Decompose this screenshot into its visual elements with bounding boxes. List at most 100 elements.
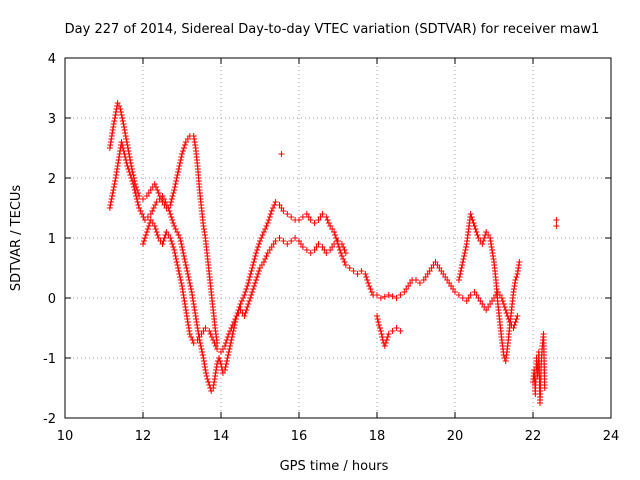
data-point — [362, 271, 369, 277]
data-point — [118, 109, 125, 115]
data-point — [462, 247, 469, 253]
x-tick-label: 14 — [213, 429, 230, 444]
data-point — [379, 334, 386, 340]
data-point — [251, 283, 258, 289]
data-point — [262, 226, 269, 232]
data-point — [501, 304, 508, 310]
x-tick-label: 12 — [135, 429, 152, 444]
data-point — [375, 319, 382, 325]
data-point — [377, 295, 384, 301]
data-point — [112, 112, 119, 118]
data-point — [223, 358, 230, 364]
data-point — [389, 328, 396, 334]
data-point — [241, 313, 248, 319]
data-point — [341, 247, 348, 253]
data-point — [315, 241, 322, 247]
data-point — [199, 349, 206, 355]
data-point — [119, 142, 126, 148]
data-point — [143, 229, 150, 235]
data-point — [171, 184, 178, 190]
data-point — [341, 259, 348, 265]
data-point — [167, 235, 174, 241]
data-point — [350, 268, 357, 274]
data-point — [144, 226, 151, 232]
data-point — [137, 208, 144, 214]
data-point — [160, 238, 167, 244]
data-point — [247, 295, 254, 301]
data-point — [260, 229, 267, 235]
data-point — [296, 217, 302, 223]
data-point — [110, 121, 117, 127]
data-point — [332, 232, 339, 238]
data-point — [254, 247, 261, 253]
data-point — [340, 244, 347, 250]
data-point — [255, 244, 262, 250]
data-point — [174, 172, 181, 178]
x-axis-label: GPS time / hours — [280, 459, 389, 474]
data-point — [254, 274, 261, 280]
data-point — [252, 253, 259, 259]
data-point — [385, 292, 392, 298]
data-point — [133, 196, 140, 202]
data-point — [319, 211, 326, 217]
data-point — [121, 124, 128, 130]
data-point — [243, 307, 250, 313]
data-point — [202, 325, 209, 331]
data-point — [331, 241, 338, 247]
data-point — [452, 289, 458, 295]
data-point — [299, 214, 306, 220]
data-point — [338, 253, 345, 259]
data-point — [340, 256, 347, 262]
data-point — [324, 217, 331, 223]
data-point — [455, 292, 462, 298]
data-point — [389, 293, 396, 300]
data-point — [119, 118, 126, 124]
data-point — [154, 187, 161, 193]
data-point — [120, 121, 127, 127]
data-point — [204, 376, 211, 382]
data-point — [123, 139, 130, 145]
data-point — [180, 250, 187, 256]
data-point — [124, 142, 131, 148]
data-point — [172, 226, 179, 232]
data-point — [471, 223, 478, 229]
data-point — [323, 250, 330, 256]
data-point — [374, 316, 381, 322]
data-point — [122, 154, 129, 160]
data-point — [221, 367, 228, 373]
data-point — [179, 244, 185, 250]
data-point — [541, 385, 548, 391]
data-point — [177, 235, 184, 241]
data-point — [335, 238, 341, 244]
data-point — [178, 241, 185, 247]
data-point — [172, 253, 179, 259]
data-point — [190, 340, 197, 346]
data-point — [377, 328, 384, 334]
plot-frame — [64, 57, 612, 419]
data-point — [123, 136, 130, 142]
data-point — [381, 343, 388, 349]
data-point — [461, 253, 468, 259]
data-point — [189, 337, 196, 343]
data-point — [163, 202, 170, 208]
chart-title: Day 227 of 2014, Sidereal Day-to-day VTE… — [65, 22, 600, 37]
data-point — [197, 340, 204, 346]
data-point — [199, 352, 206, 358]
data-point — [553, 217, 560, 223]
data-point — [206, 328, 213, 334]
data-point — [175, 169, 182, 175]
data-point — [263, 223, 270, 229]
data-point — [176, 271, 183, 277]
data-point — [463, 244, 470, 250]
data-point — [375, 322, 382, 328]
data-point — [181, 142, 188, 148]
data-point — [133, 193, 140, 199]
data-point — [222, 364, 229, 370]
x-tick-label: 10 — [57, 429, 74, 444]
data-point — [188, 286, 195, 292]
data-point — [474, 232, 481, 238]
data-point — [126, 169, 133, 175]
data-point — [457, 268, 464, 274]
data-point — [106, 205, 113, 211]
data-point — [393, 295, 400, 301]
